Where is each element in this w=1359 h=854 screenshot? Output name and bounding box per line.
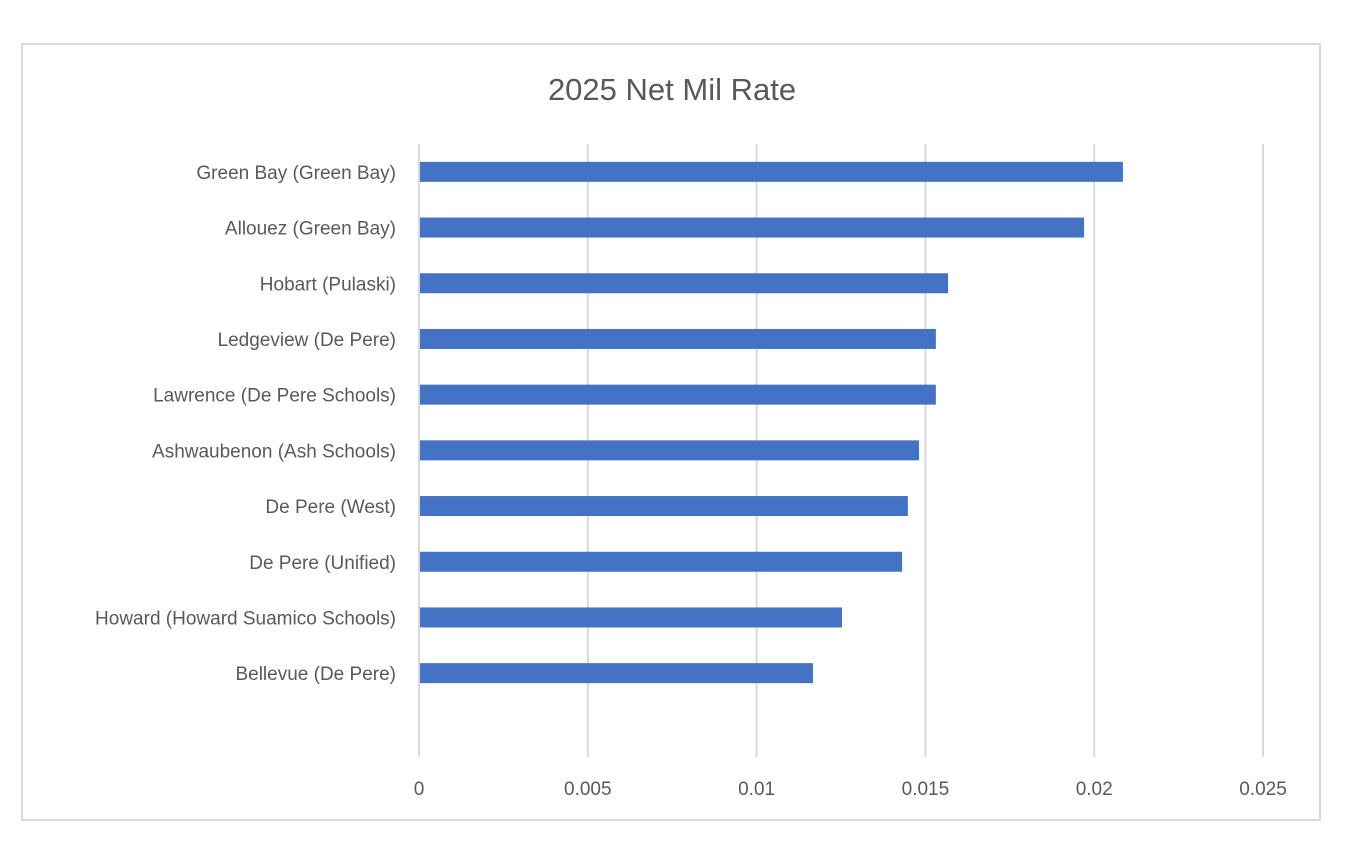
- chart-title: 2025 Net Mil Rate: [548, 72, 796, 107]
- bar: [420, 607, 843, 628]
- category-label: De Pere (Unified): [249, 553, 396, 574]
- bar: [420, 663, 813, 684]
- category-label: Ashwaubenon (Ash Schools): [152, 441, 396, 462]
- category-label: De Pere (West): [265, 497, 396, 518]
- x-tick-label: 0.01: [738, 779, 775, 800]
- x-tick-label: 0.005: [564, 779, 612, 800]
- category-label: Green Bay (Green Bay): [196, 163, 396, 184]
- category-label: Howard (Howard Suamico Schools): [95, 608, 396, 629]
- bar: [420, 384, 936, 405]
- bar: [420, 551, 903, 572]
- x-tick-label: 0.025: [1239, 779, 1287, 800]
- x-tick-label: 0.02: [1076, 779, 1113, 800]
- bar: [420, 273, 949, 294]
- bar: [420, 440, 919, 461]
- x-tick-label: 0: [414, 779, 425, 800]
- category-label: Ledgeview (De Pere): [218, 330, 396, 351]
- category-label: Bellevue (De Pere): [235, 664, 396, 685]
- bar: [420, 217, 1085, 238]
- bar: [420, 496, 908, 517]
- category-label: Hobart (Pulaski): [260, 274, 396, 295]
- bar: [420, 161, 1123, 182]
- x-tick-label: 0.015: [902, 779, 950, 800]
- category-label: Allouez (Green Bay): [225, 219, 396, 240]
- category-label: Lawrence (De Pere Schools): [153, 386, 396, 407]
- bar: [420, 328, 936, 349]
